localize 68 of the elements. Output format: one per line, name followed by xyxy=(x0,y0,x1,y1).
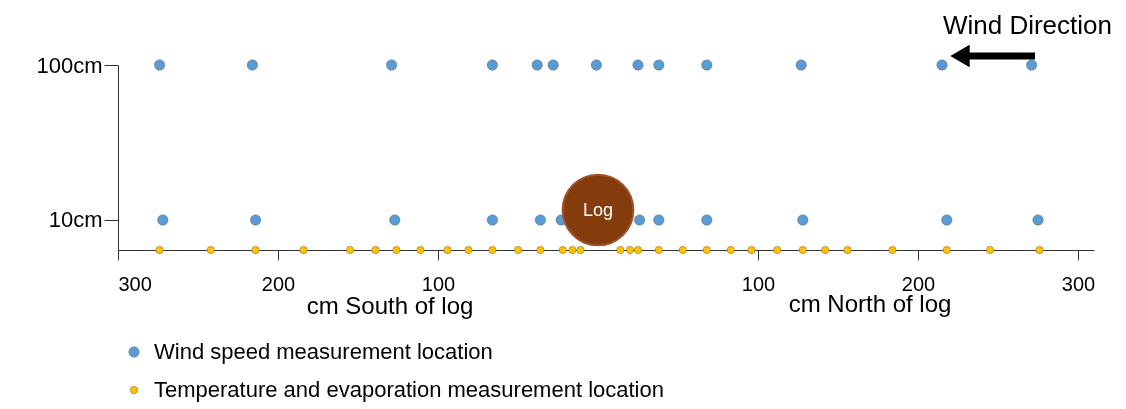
point xyxy=(536,246,545,254)
point xyxy=(389,214,401,226)
point xyxy=(747,246,756,254)
point xyxy=(986,246,994,254)
annotation: Log xyxy=(582,200,614,220)
legend-label: Temperature and evaporation measurement location xyxy=(154,377,664,402)
point xyxy=(701,214,713,226)
point xyxy=(531,59,543,71)
point xyxy=(1035,246,1044,254)
point xyxy=(488,246,497,254)
point xyxy=(346,246,354,254)
text: Wind Direction xyxy=(942,10,1112,40)
point xyxy=(547,59,559,71)
point xyxy=(936,59,948,71)
x-tick-label: 100 xyxy=(741,272,776,295)
point xyxy=(299,246,308,254)
point xyxy=(773,246,782,254)
point xyxy=(634,214,646,226)
point xyxy=(514,246,522,254)
y-tick-label: 100cm xyxy=(36,52,103,78)
point xyxy=(616,246,625,254)
point xyxy=(486,59,498,71)
legend-label: Wind speed measurement location xyxy=(154,339,493,364)
point xyxy=(1032,214,1044,226)
point xyxy=(678,246,687,254)
point xyxy=(795,59,807,71)
point xyxy=(157,214,169,226)
point xyxy=(371,246,380,254)
point xyxy=(634,246,642,254)
point xyxy=(798,246,807,254)
point xyxy=(464,246,473,254)
point xyxy=(702,246,711,254)
x-tick-label: 300 xyxy=(1061,272,1096,295)
point xyxy=(843,246,852,254)
point xyxy=(653,59,665,71)
point xyxy=(576,246,585,254)
point xyxy=(250,214,262,226)
point xyxy=(206,246,215,254)
point xyxy=(797,214,809,226)
text: cm South of log xyxy=(306,292,474,319)
point xyxy=(568,246,577,254)
point xyxy=(1026,59,1038,71)
point xyxy=(416,246,425,254)
x-tick-label: 100 xyxy=(421,272,456,295)
point xyxy=(626,246,634,254)
point xyxy=(821,246,830,254)
point xyxy=(558,246,567,254)
point xyxy=(653,214,665,226)
point xyxy=(590,59,602,71)
point xyxy=(888,246,897,254)
point xyxy=(486,214,498,226)
point xyxy=(632,59,644,71)
point xyxy=(251,246,260,254)
point xyxy=(155,246,164,254)
point xyxy=(654,246,663,254)
point xyxy=(443,246,452,254)
point xyxy=(154,59,166,71)
point xyxy=(942,246,951,254)
x-tick-label: 200 xyxy=(261,272,296,295)
point xyxy=(392,246,401,254)
y-tick-label: 10cm xyxy=(48,207,103,233)
point xyxy=(701,59,713,71)
point xyxy=(246,59,258,71)
point xyxy=(534,214,546,226)
x-tick-label: 300 xyxy=(118,272,152,295)
point xyxy=(386,59,398,71)
point xyxy=(941,214,953,226)
point xyxy=(726,246,735,254)
